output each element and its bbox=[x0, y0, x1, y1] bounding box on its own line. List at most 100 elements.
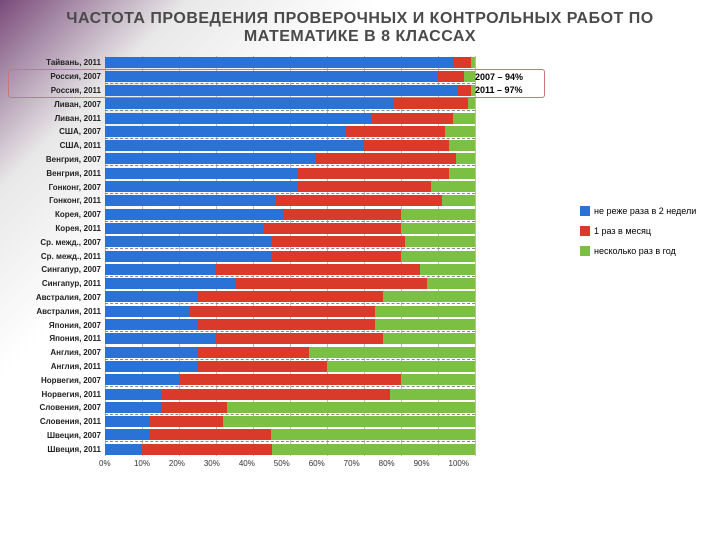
bar-segment bbox=[142, 444, 272, 455]
stacked-bar bbox=[105, 416, 475, 427]
bar-segment bbox=[383, 333, 476, 344]
x-tick-label: 30% bbox=[204, 459, 239, 468]
stacked-bar bbox=[105, 374, 475, 385]
stacked-bar bbox=[105, 319, 475, 330]
category-label: Англия, 2011 bbox=[10, 362, 105, 371]
bar-segment bbox=[272, 444, 476, 455]
bar-segment bbox=[105, 374, 179, 385]
bar-segment bbox=[420, 264, 476, 275]
stacked-bar bbox=[105, 57, 475, 68]
bar-segment bbox=[105, 278, 235, 289]
legend-swatch bbox=[580, 226, 590, 236]
bar-segment bbox=[431, 181, 475, 192]
bar-segment bbox=[445, 126, 475, 137]
x-tick-label: 100% bbox=[449, 459, 469, 468]
bar-segment bbox=[105, 98, 394, 109]
category-label: Австралия, 2011 bbox=[10, 307, 105, 316]
bar-segment bbox=[427, 278, 475, 289]
stacked-bar bbox=[105, 236, 475, 247]
bar-segment bbox=[105, 319, 198, 330]
annotation-2007: 2007 – 94% bbox=[475, 72, 523, 82]
stacked-bar bbox=[105, 85, 475, 96]
x-tick-label: 60% bbox=[309, 459, 344, 468]
bar-segment bbox=[105, 223, 264, 234]
category-label: Норвегия, 2011 bbox=[10, 390, 105, 399]
bar-segment bbox=[105, 333, 216, 344]
category-label: Япония, 2007 bbox=[10, 321, 105, 330]
category-label: Ливан, 2011 bbox=[10, 114, 105, 123]
stacked-bar bbox=[105, 429, 475, 440]
bar-segment bbox=[105, 347, 198, 358]
bar-segment bbox=[149, 429, 271, 440]
bar-segment bbox=[371, 113, 452, 124]
x-tick-label: 20% bbox=[169, 459, 204, 468]
bar-segment bbox=[449, 168, 475, 179]
category-label: Гонконг, 2007 bbox=[10, 183, 105, 192]
category-label: Швеция, 2011 bbox=[10, 445, 105, 454]
bar-segment bbox=[105, 251, 272, 262]
bar-segment bbox=[457, 85, 472, 96]
category-label: Ливан, 2007 bbox=[10, 100, 105, 109]
plot-area bbox=[105, 56, 475, 456]
bar-segment bbox=[316, 153, 457, 164]
category-label: Словения, 2011 bbox=[10, 417, 105, 426]
bar-segment bbox=[105, 429, 149, 440]
stacked-bar bbox=[105, 333, 475, 344]
bar-segment bbox=[297, 181, 430, 192]
bar-segment bbox=[364, 140, 449, 151]
bar-segment bbox=[105, 389, 161, 400]
bar-segment bbox=[105, 85, 457, 96]
bar-segment bbox=[198, 347, 309, 358]
x-tick-label: 80% bbox=[379, 459, 414, 468]
bar-segment bbox=[297, 168, 449, 179]
x-tick-label: 40% bbox=[239, 459, 274, 468]
bar-segment bbox=[346, 126, 446, 137]
stacked-bar bbox=[105, 113, 475, 124]
stacked-bar bbox=[105, 209, 475, 220]
bar-segment bbox=[456, 153, 475, 164]
bar-segment bbox=[442, 195, 475, 206]
stacked-bar bbox=[105, 223, 475, 234]
bar-segment bbox=[105, 416, 149, 427]
bar-segment bbox=[438, 71, 464, 82]
stacked-bar bbox=[105, 444, 475, 455]
bar-segment bbox=[105, 291, 198, 302]
category-label: Словения, 2007 bbox=[10, 403, 105, 412]
bar-segment bbox=[309, 347, 476, 358]
bar-segment bbox=[179, 374, 401, 385]
category-label: Венгрия, 2011 bbox=[10, 169, 105, 178]
bar-segment bbox=[283, 209, 401, 220]
category-label: Россия, 2011 bbox=[10, 86, 105, 95]
bar-segment bbox=[394, 98, 468, 109]
bar-segment bbox=[105, 209, 283, 220]
bar-segment bbox=[105, 57, 453, 68]
bar-segment bbox=[468, 98, 475, 109]
stacked-bar bbox=[105, 402, 475, 413]
chart-title: ЧАСТОТА ПРОВЕДЕНИЯ ПРОВЕРОЧНЫХ И КОНТРОЛ… bbox=[0, 0, 720, 51]
stacked-bar bbox=[105, 126, 475, 137]
category-label: Сингапур, 2007 bbox=[10, 265, 105, 274]
category-label: Норвегия, 2007 bbox=[10, 376, 105, 385]
bar-segment bbox=[449, 140, 475, 151]
bar-segment bbox=[272, 251, 402, 262]
legend-label: 1 раз в месяц bbox=[594, 226, 651, 236]
bar-segment bbox=[216, 333, 383, 344]
bar-segment bbox=[161, 402, 228, 413]
category-label: Венгрия, 2007 bbox=[10, 155, 105, 164]
bar-segment bbox=[272, 236, 405, 247]
bar-segment bbox=[453, 57, 472, 68]
bar-segment bbox=[464, 71, 475, 82]
bar-segment bbox=[105, 126, 346, 137]
stacked-bar bbox=[105, 389, 475, 400]
category-label: США, 2011 bbox=[10, 141, 105, 150]
x-tick-label: 70% bbox=[344, 459, 379, 468]
stacked-bar bbox=[105, 71, 475, 82]
stacked-bar bbox=[105, 168, 475, 179]
category-label: Тайвань, 2011 bbox=[10, 58, 105, 67]
legend-swatch bbox=[580, 206, 590, 216]
bar-segment bbox=[401, 209, 475, 220]
category-label: США, 2007 bbox=[10, 127, 105, 136]
bar-segment bbox=[105, 113, 371, 124]
stacked-bar bbox=[105, 153, 475, 164]
bar-segment bbox=[105, 181, 297, 192]
